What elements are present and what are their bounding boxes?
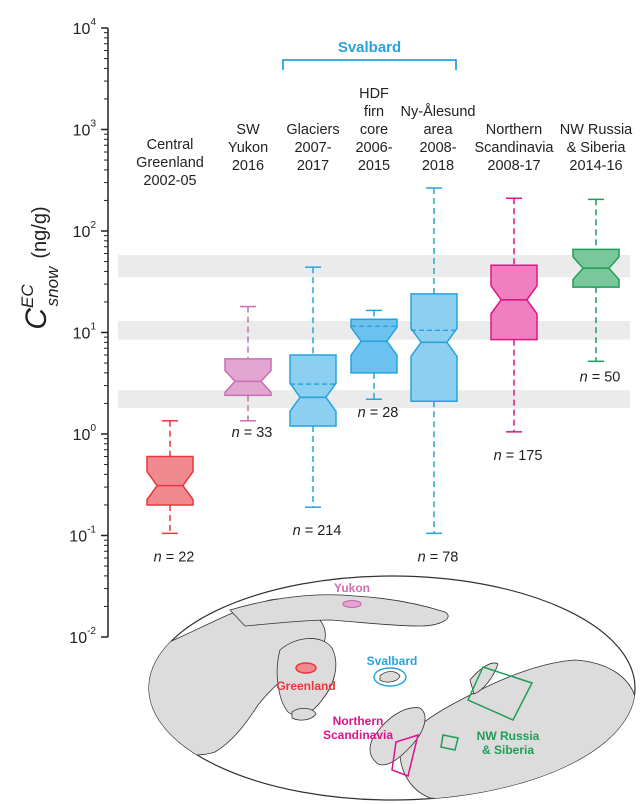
arctic-map: Yukon Greenland Svalbard Northern Scandinavi…	[148, 575, 636, 801]
site-label-nw-russia: NW Russia & Siberia 2014-16	[560, 122, 633, 174]
box-body	[410, 293, 458, 403]
box-nw-russia	[572, 198, 620, 363]
y-tick-label: 104	[73, 17, 97, 38]
site-label-central-greenland: Central Greenland 2002-05	[136, 137, 204, 189]
site-label-glaciers: Glaciers 2007-2017	[286, 122, 339, 174]
y-tick-label: 10-1	[69, 525, 96, 546]
y-tick-label: 10-2	[69, 626, 96, 647]
y-tick-label: 101	[73, 322, 97, 343]
site-label-nyalesund: Ny-Ålesund area 2008-2018	[401, 103, 476, 174]
site-label-northern-scandinavia: Northern Scandinavia 2008-17	[475, 122, 555, 174]
n-label-northern-scandinavia: n = 175	[494, 448, 543, 464]
box-hdf	[350, 309, 398, 400]
box-sw-yukon	[224, 305, 272, 422]
iceland-land	[291, 708, 317, 721]
greenland-land	[276, 638, 337, 716]
box-body	[146, 455, 194, 506]
y-tick-label: 103	[73, 119, 97, 140]
y-tick-label: 100	[73, 423, 97, 444]
scandinavia-marker	[391, 733, 420, 777]
map-label-svalbard: Svalbard	[367, 654, 418, 668]
sample-size-labels: n = 22 n = 33 n = 214 n = 28 n = 78 n = 175 n …	[154, 369, 621, 565]
y-axis-label: CEC snow(ng/g)	[18, 206, 62, 329]
svalbard-land	[379, 671, 401, 683]
y-tick-label: 102	[73, 220, 97, 241]
n-label-central-greenland: n = 22	[154, 549, 195, 565]
map-label-greenland: Greenland	[276, 679, 335, 693]
map-label-northern-scandinavia: Northern Scandinavia	[323, 714, 393, 742]
group-label: Svalbard	[338, 39, 401, 56]
n-label-hdf: n = 28	[358, 405, 399, 421]
n-label-glaciers: n = 214	[293, 523, 342, 539]
box-northern-scandinavia	[490, 197, 538, 433]
scandinavia-land	[369, 707, 426, 766]
n-label-sw-yukon: n = 33	[232, 425, 273, 441]
alaska-land	[229, 594, 449, 627]
box-body	[289, 354, 337, 427]
box-body	[350, 318, 398, 374]
group-bracket	[282, 59, 457, 70]
map-label-yukon: Yukon	[334, 581, 370, 595]
yukon-marker	[342, 599, 362, 609]
map-label-nw-russia: NW Russia & Siberia	[477, 729, 540, 757]
box-series	[146, 187, 620, 535]
box-glaciers	[289, 266, 337, 508]
y-axis-title: CEC snow(ng/g)	[18, 206, 62, 329]
nw-russia-marker-small	[440, 734, 459, 751]
site-label-sw-yukon: SW Yukon 2016	[228, 122, 268, 174]
box-body	[490, 264, 538, 341]
svalbard-marker	[373, 667, 407, 687]
shaded-band-2	[118, 255, 630, 278]
box-body	[224, 358, 272, 397]
y-axis: 10-2 10-1 100 101 102 103 104	[69, 17, 109, 647]
svalbard-group-bracket: Svalbard	[282, 39, 457, 70]
n-label-nw-russia: n = 50	[580, 369, 621, 385]
site-labels: Central Greenland 2002-05 SW Yukon 2016 Glacie…	[136, 86, 633, 189]
map-labels: Yukon Greenland Svalbard Northern Scandinavi…	[276, 581, 539, 757]
greenland-marker	[295, 662, 317, 674]
box-nyalesund	[410, 187, 458, 535]
n-label-nyalesund: n = 78	[418, 549, 459, 565]
nw-russia-marker	[467, 666, 534, 721]
box-central-greenland	[146, 420, 194, 535]
site-label-hdf: HDF firn core 2006-2015	[355, 86, 392, 174]
novaya-zemlya-land	[469, 662, 499, 695]
